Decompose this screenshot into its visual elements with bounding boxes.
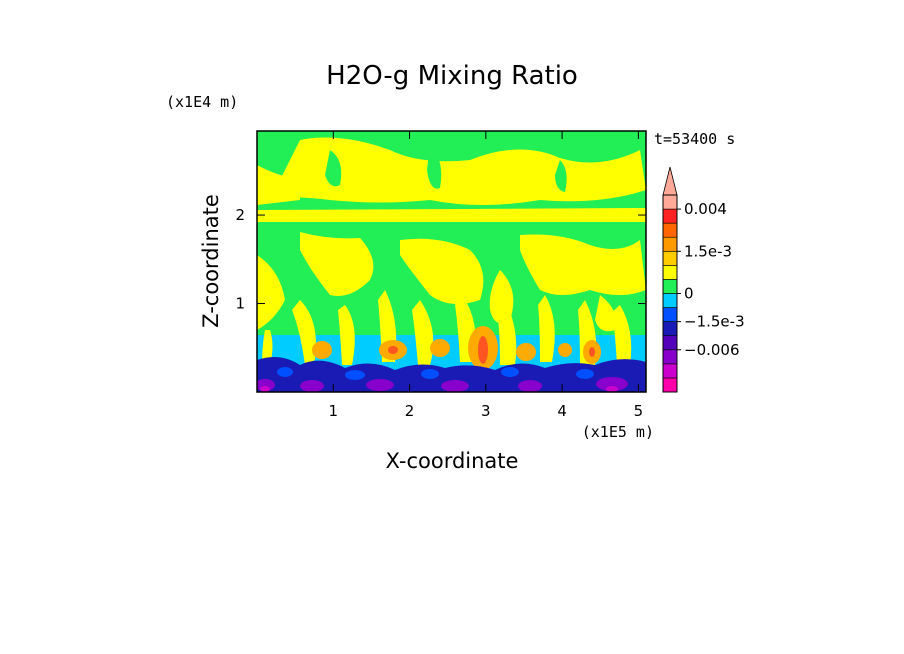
colorbar-swatch	[662, 194, 678, 210]
colorbar-swatch	[662, 236, 678, 252]
y-unit-label: (x1E4 m)	[166, 93, 238, 111]
x-tick-label: 2	[405, 402, 415, 420]
y-tick-label: 1	[235, 295, 245, 313]
chart-title: H2O-g Mixing Ratio	[326, 61, 578, 91]
x-axis: 1 2 3 4 5	[329, 131, 644, 420]
colorbar-swatch	[662, 377, 678, 393]
upper-green-streaks	[257, 145, 646, 232]
colorbar-swatch	[662, 279, 678, 294]
y-axis: 12	[235, 206, 646, 313]
heatmap-field	[257, 131, 646, 392]
x-tick-label: 1	[329, 402, 339, 420]
colorbar-swatch	[662, 349, 678, 365]
colorbar-swatch	[662, 335, 678, 351]
x-tick-label: 4	[557, 402, 567, 420]
surface-magenta	[260, 386, 618, 392]
upper-yellow-patches	[257, 137, 646, 332]
colorbar-swatch	[662, 321, 678, 337]
surface-purple	[257, 377, 628, 392]
colorbar-swatch	[662, 208, 678, 224]
x-tick-label: 5	[634, 402, 644, 420]
colorbar: 0.004 1.5e-3 0 −1.5e-3 −0.006	[662, 166, 745, 393]
colorbar-swatch	[662, 293, 678, 308]
x-unit-label: (x1E5 m)	[582, 423, 654, 441]
colorbar-label: −0.006	[684, 341, 740, 359]
surface-bright-blue	[277, 367, 594, 380]
colorbar-swatch	[662, 222, 678, 238]
x-axis-title: X-coordinate	[386, 449, 519, 473]
tendrils	[262, 290, 632, 365]
red-cores	[388, 336, 595, 364]
colorbar-swatch	[662, 250, 678, 266]
time-label: t=53400 s	[654, 130, 735, 148]
y-axis-title: Z-coordinate	[199, 194, 223, 328]
x-tick-label: 3	[481, 402, 491, 420]
colorbar-swatch	[662, 363, 678, 379]
colorbar-swatch	[662, 307, 678, 322]
colorbar-extend-arrow	[662, 166, 678, 196]
colorbar-label: −1.5e-3	[684, 313, 745, 331]
colorbar-label: 0	[684, 285, 694, 303]
colorbar-label: 0.004	[684, 200, 727, 218]
plot-frame	[256, 130, 647, 393]
colorbar-label: 1.5e-3	[684, 242, 732, 260]
y-tick-label: 2	[235, 206, 245, 224]
colorbar-swatch	[662, 265, 678, 280]
surface-blue	[257, 356, 646, 392]
